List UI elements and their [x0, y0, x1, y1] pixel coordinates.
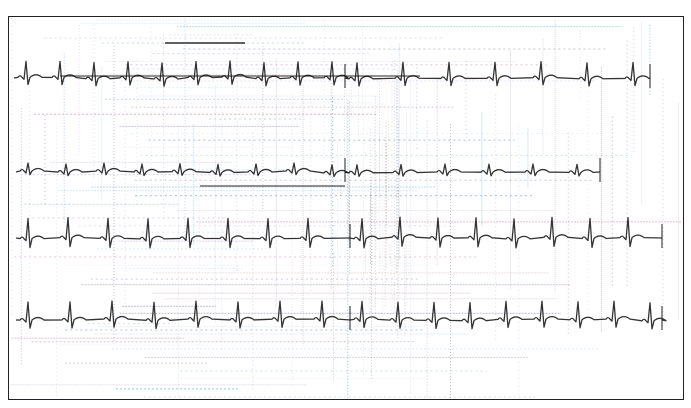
page: (() => { const data = JSON.parse(documen… [0, 0, 691, 408]
background [0, 0, 691, 408]
ecg-scan [0, 0, 691, 408]
